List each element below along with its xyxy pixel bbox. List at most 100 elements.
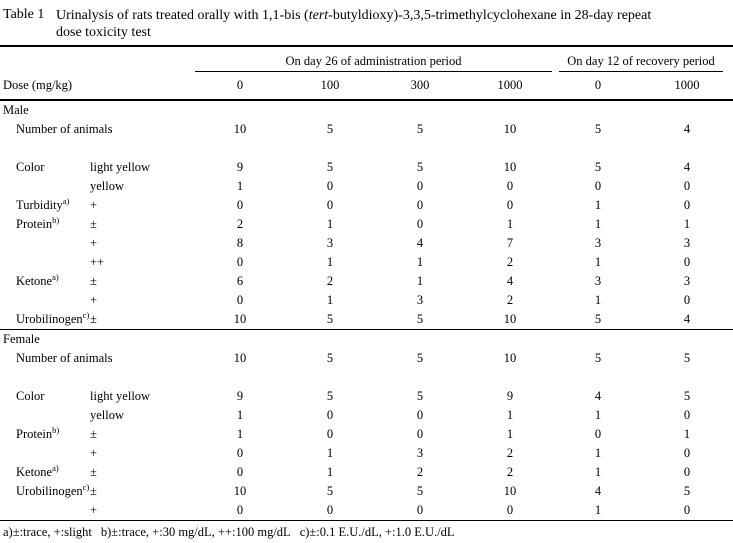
value-cell: 10 — [503, 160, 517, 174]
value-cell: 5 — [416, 351, 424, 365]
grade-label: + — [90, 293, 98, 307]
footnote: a)±:trace, +:slight b)±:trace, +:30 mg/dL… — [0, 525, 733, 540]
value-cell: 0 — [683, 503, 691, 517]
value-cell: 2 — [506, 465, 514, 479]
value-cell: 8 — [236, 236, 244, 250]
value-cell: 1 — [506, 217, 514, 231]
grade-label: yellow — [90, 408, 125, 422]
footnote-a: a)±:trace, +:slight — [3, 525, 92, 539]
value-cell: 5 — [326, 122, 334, 136]
value-cell: 4 — [594, 484, 602, 498]
footnote-marker: b) — [52, 214, 60, 225]
value-cell: 3 — [416, 293, 424, 307]
value-cell: 0 — [236, 446, 244, 460]
table-row: Turbiditya) +0 0 0 0 1 0 — [0, 196, 733, 215]
row-label: Protein — [16, 427, 53, 441]
value-cell: 5 — [416, 160, 424, 174]
value-cell: 10 — [503, 484, 517, 498]
row-label: Color — [16, 160, 45, 174]
value-cell: 5 — [683, 351, 691, 365]
caption-text: Urinalysis of rats treated orally with 1… — [56, 8, 309, 23]
grade-label: ± — [90, 484, 97, 498]
value-cell: 2 — [506, 446, 514, 460]
row-label: Ketone — [16, 274, 53, 288]
dose-value: 300 — [375, 72, 465, 101]
table-number: Table 1 — [3, 7, 45, 22]
footnote-marker: a) — [52, 462, 59, 473]
value-cell: 5 — [416, 484, 424, 498]
table-row: Number of animals 10 5 5 10 5 4 — [0, 120, 733, 139]
urinalysis-table: On day 26 of administration period On da… — [0, 45, 733, 521]
row-label: Ketone — [16, 465, 53, 479]
table-row: Color light yellow 9 5 5 10 5 4 — [0, 158, 733, 177]
value-cell: 1 — [326, 465, 334, 479]
value-cell: 1 — [236, 408, 244, 422]
value-cell: 0 — [683, 446, 691, 460]
value-cell: 5 — [416, 312, 424, 326]
value-cell: 1 — [594, 198, 602, 212]
footnote-b: b)±:trace, +:30 mg/dL, ++:100 mg/dL — [100, 525, 291, 539]
value-cell: 1 — [326, 217, 334, 231]
table-row: Urobilinogenc) ±10 5 5 10 5 4 — [0, 310, 733, 330]
value-cell: 4 — [506, 274, 514, 288]
dose-header-row: Dose (mg/kg) 0 100 300 1000 0 1000 — [0, 72, 733, 101]
value-cell: 4 — [416, 236, 424, 250]
attribute-cell — [0, 177, 90, 196]
value-cell: 9 — [236, 389, 244, 403]
value-cell: 10 — [233, 484, 247, 498]
footnote-marker: c) — [82, 309, 90, 320]
row-label: Color — [16, 389, 45, 403]
attribute-cell — [0, 234, 90, 253]
table-row: +0 0 0 0 1 0 — [0, 501, 733, 521]
value-cell: 0 — [416, 179, 424, 193]
value-cell: 0 — [594, 427, 602, 441]
table-body: Male Number of animals 10 5 5 10 5 4 Color light … — [0, 100, 733, 521]
value-cell: 0 — [506, 198, 514, 212]
value-cell: 1 — [416, 255, 424, 269]
section-label: Female — [0, 329, 733, 349]
value-cell: 9 — [236, 160, 244, 174]
dose-value: 0 — [555, 72, 642, 101]
table-row: Number of animals 10 5 5 10 5 5 — [0, 349, 733, 368]
value-cell: 0 — [594, 179, 602, 193]
attribute-cell: Turbiditya) — [0, 196, 90, 215]
value-cell: 0 — [416, 217, 424, 231]
table-row: ++ 0 1 1 2 1 0 — [0, 253, 733, 272]
table-row: +0 1 3 2 1 0 — [0, 291, 733, 310]
section-label: Male — [3, 103, 29, 117]
table-caption: Table 1 Urinalysis of rats treated orall… — [0, 0, 733, 45]
value-cell: 5 — [594, 122, 602, 136]
value-cell: 4 — [683, 312, 691, 326]
footnote-marker: b) — [52, 424, 60, 435]
attribute-cell — [0, 406, 90, 425]
table-row — [0, 139, 733, 158]
footnote-marker: c) — [82, 481, 90, 492]
value-cell: 0 — [236, 255, 244, 269]
caption-line-2: dose toxicity test — [56, 25, 151, 40]
value-cell: 0 — [683, 255, 691, 269]
table-row: +8 3 4 7 3 3 — [0, 234, 733, 253]
value-cell: 1 — [594, 408, 602, 422]
value-cell: 10 — [503, 351, 517, 365]
attribute-cell: Ketonea) — [0, 272, 90, 291]
attribute-cell — [0, 501, 90, 521]
value-cell: 1 — [236, 179, 244, 193]
dose-value: 100 — [285, 72, 375, 101]
value-cell: 1 — [594, 217, 602, 231]
attribute-cell: Proteinb) — [0, 215, 90, 234]
value-cell: 3 — [416, 446, 424, 460]
value-cell: 0 — [236, 293, 244, 307]
header-spacer-cell — [0, 46, 195, 72]
grade-label: ± — [90, 312, 97, 326]
table-header: On day 26 of administration period On da… — [0, 46, 733, 101]
table-row: Proteinb) ±1 0 0 1 0 1 — [0, 425, 733, 444]
value-cell: 3 — [594, 274, 602, 288]
value-cell: 1 — [594, 503, 602, 517]
grade-label: + — [90, 198, 98, 212]
value-cell: 1 — [326, 446, 334, 460]
row-label: Number of animals — [16, 122, 113, 136]
attribute-cell: Urobilinogenc) — [0, 482, 90, 501]
recovery-period-cell: On day 12 of recovery period — [555, 46, 733, 72]
grade-label: light yellow — [90, 389, 151, 403]
value-cell: 5 — [416, 122, 424, 136]
